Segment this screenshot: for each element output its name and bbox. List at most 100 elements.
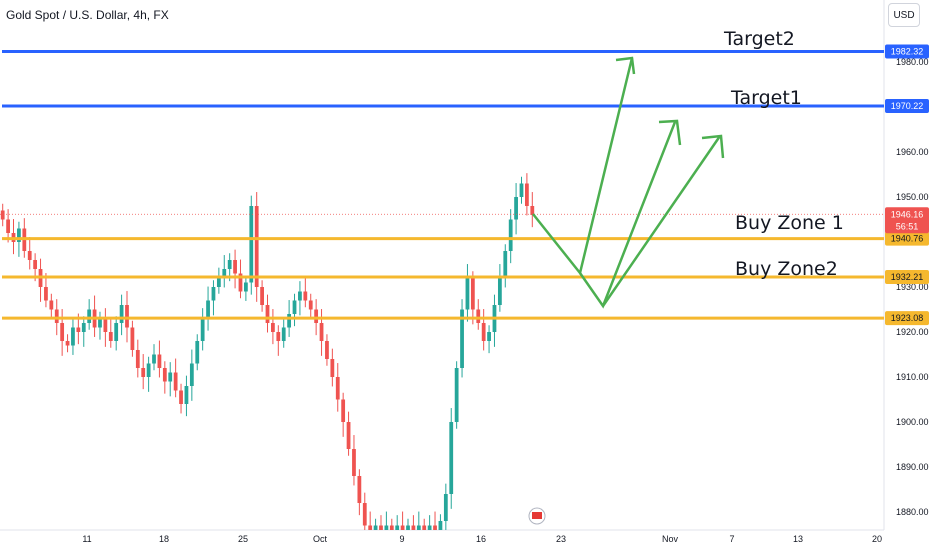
time-tick-label: 16 <box>476 534 486 544</box>
event-flag-stripe <box>532 512 542 519</box>
candle-body <box>168 372 173 382</box>
arrows <box>528 56 725 525</box>
candle-body <box>530 206 535 215</box>
level-label: 1982.32 <box>891 47 924 57</box>
candle-body <box>292 300 297 314</box>
level-label: 1940.76 <box>891 234 924 244</box>
candle-body <box>108 332 113 341</box>
time-tick-label: 25 <box>238 534 248 544</box>
candle-body <box>27 251 32 260</box>
price-tick-label: 1920.00 <box>896 327 929 337</box>
price-tick-label: 1910.00 <box>896 372 929 382</box>
candle-body <box>249 206 254 283</box>
candle-body <box>173 372 178 391</box>
candles <box>0 173 535 530</box>
candle-body <box>341 399 346 422</box>
time-axis: 11 18 25 Oct 9 16 23 Nov 7 13 20 <box>82 534 882 544</box>
candle-body <box>119 305 124 323</box>
candle-body <box>352 449 356 476</box>
candle-body <box>200 318 205 341</box>
candle-body <box>71 327 75 346</box>
candle-body <box>379 525 383 530</box>
candle-body <box>0 210 5 220</box>
candle-body <box>308 300 313 310</box>
candle-body <box>114 323 119 341</box>
candle-body <box>438 521 443 530</box>
candle-body <box>81 323 86 332</box>
candle-body <box>330 359 335 377</box>
candle-body <box>60 323 65 341</box>
level-label-box <box>885 270 929 285</box>
candle-body <box>103 318 108 332</box>
candle-body <box>427 525 432 530</box>
candle-body <box>65 341 70 346</box>
candle-body <box>146 363 151 377</box>
annotation-label: Target2 <box>723 28 795 50</box>
candle-body <box>254 206 259 287</box>
annotations: Target2 Target1 Buy Zone 1 Buy Zone2 <box>723 28 844 280</box>
candle-body <box>222 269 227 278</box>
time-tick-label: 13 <box>793 534 803 544</box>
candle-body <box>406 525 410 530</box>
candle-body <box>508 219 513 251</box>
candle-body <box>422 525 427 530</box>
time-tick-label: 7 <box>729 534 734 544</box>
candle-body <box>87 309 92 323</box>
candle-body <box>497 278 502 305</box>
time-tick-label: 18 <box>159 534 169 544</box>
candle-body <box>411 525 416 530</box>
candle-body <box>487 332 491 341</box>
arrow-head <box>658 119 682 146</box>
price-axis: 1980.001960.001950.001940.001930.001920.… <box>896 57 929 517</box>
level-label-box <box>885 311 929 326</box>
candle-body <box>384 525 389 530</box>
candle-body <box>362 503 367 526</box>
candle-body <box>395 525 400 530</box>
time-tick-label: Oct <box>313 534 328 544</box>
candle-body <box>481 323 486 341</box>
candle-body <box>319 323 324 341</box>
level-label-box <box>885 231 929 246</box>
level-label: 1970.22 <box>891 101 924 111</box>
time-tick-label: 20 <box>872 534 882 544</box>
level-label: 1932.21 <box>891 272 924 282</box>
candle-body <box>335 377 340 400</box>
candle-body <box>389 525 394 530</box>
candle-body <box>265 305 270 323</box>
current-price-label: 1946.16 <box>891 209 924 219</box>
candle-body <box>162 368 167 382</box>
time-tick-label: Nov <box>662 534 679 544</box>
candle-body <box>6 219 10 233</box>
candle-body <box>514 197 518 220</box>
candle-body <box>433 525 437 530</box>
forecast-path <box>532 57 634 276</box>
candle-body <box>454 368 459 422</box>
candle-body <box>357 476 362 503</box>
current-price-box <box>885 207 929 234</box>
candle-body <box>179 390 183 404</box>
candle-body <box>141 368 146 377</box>
candle-body <box>76 327 81 332</box>
candle-body <box>157 354 162 368</box>
candle-body <box>368 525 373 530</box>
candle-body <box>519 183 524 197</box>
annotation-label: Buy Zone 1 <box>735 212 844 234</box>
candle-body <box>373 525 378 530</box>
candle-body <box>238 273 243 292</box>
candle-body <box>298 291 302 301</box>
price-tick-label: 1930.00 <box>896 282 929 292</box>
candle-body <box>260 287 264 305</box>
currency-button[interactable]: USD <box>888 3 920 27</box>
price-tick-label: 1900.00 <box>896 417 929 427</box>
candle-body <box>227 260 232 269</box>
candle-body <box>460 309 464 368</box>
countdown-label: 56:51 <box>896 221 919 231</box>
candle-body <box>325 341 329 359</box>
annotation-label: Target1 <box>730 87 802 109</box>
level-labels: 1982.32 1970.22 1940.76 1932.21 1923.08 1946.… <box>885 44 929 326</box>
candle-body <box>470 278 475 310</box>
candle-body <box>243 282 248 292</box>
forecast-path <box>601 135 722 307</box>
candle-body <box>125 305 129 328</box>
